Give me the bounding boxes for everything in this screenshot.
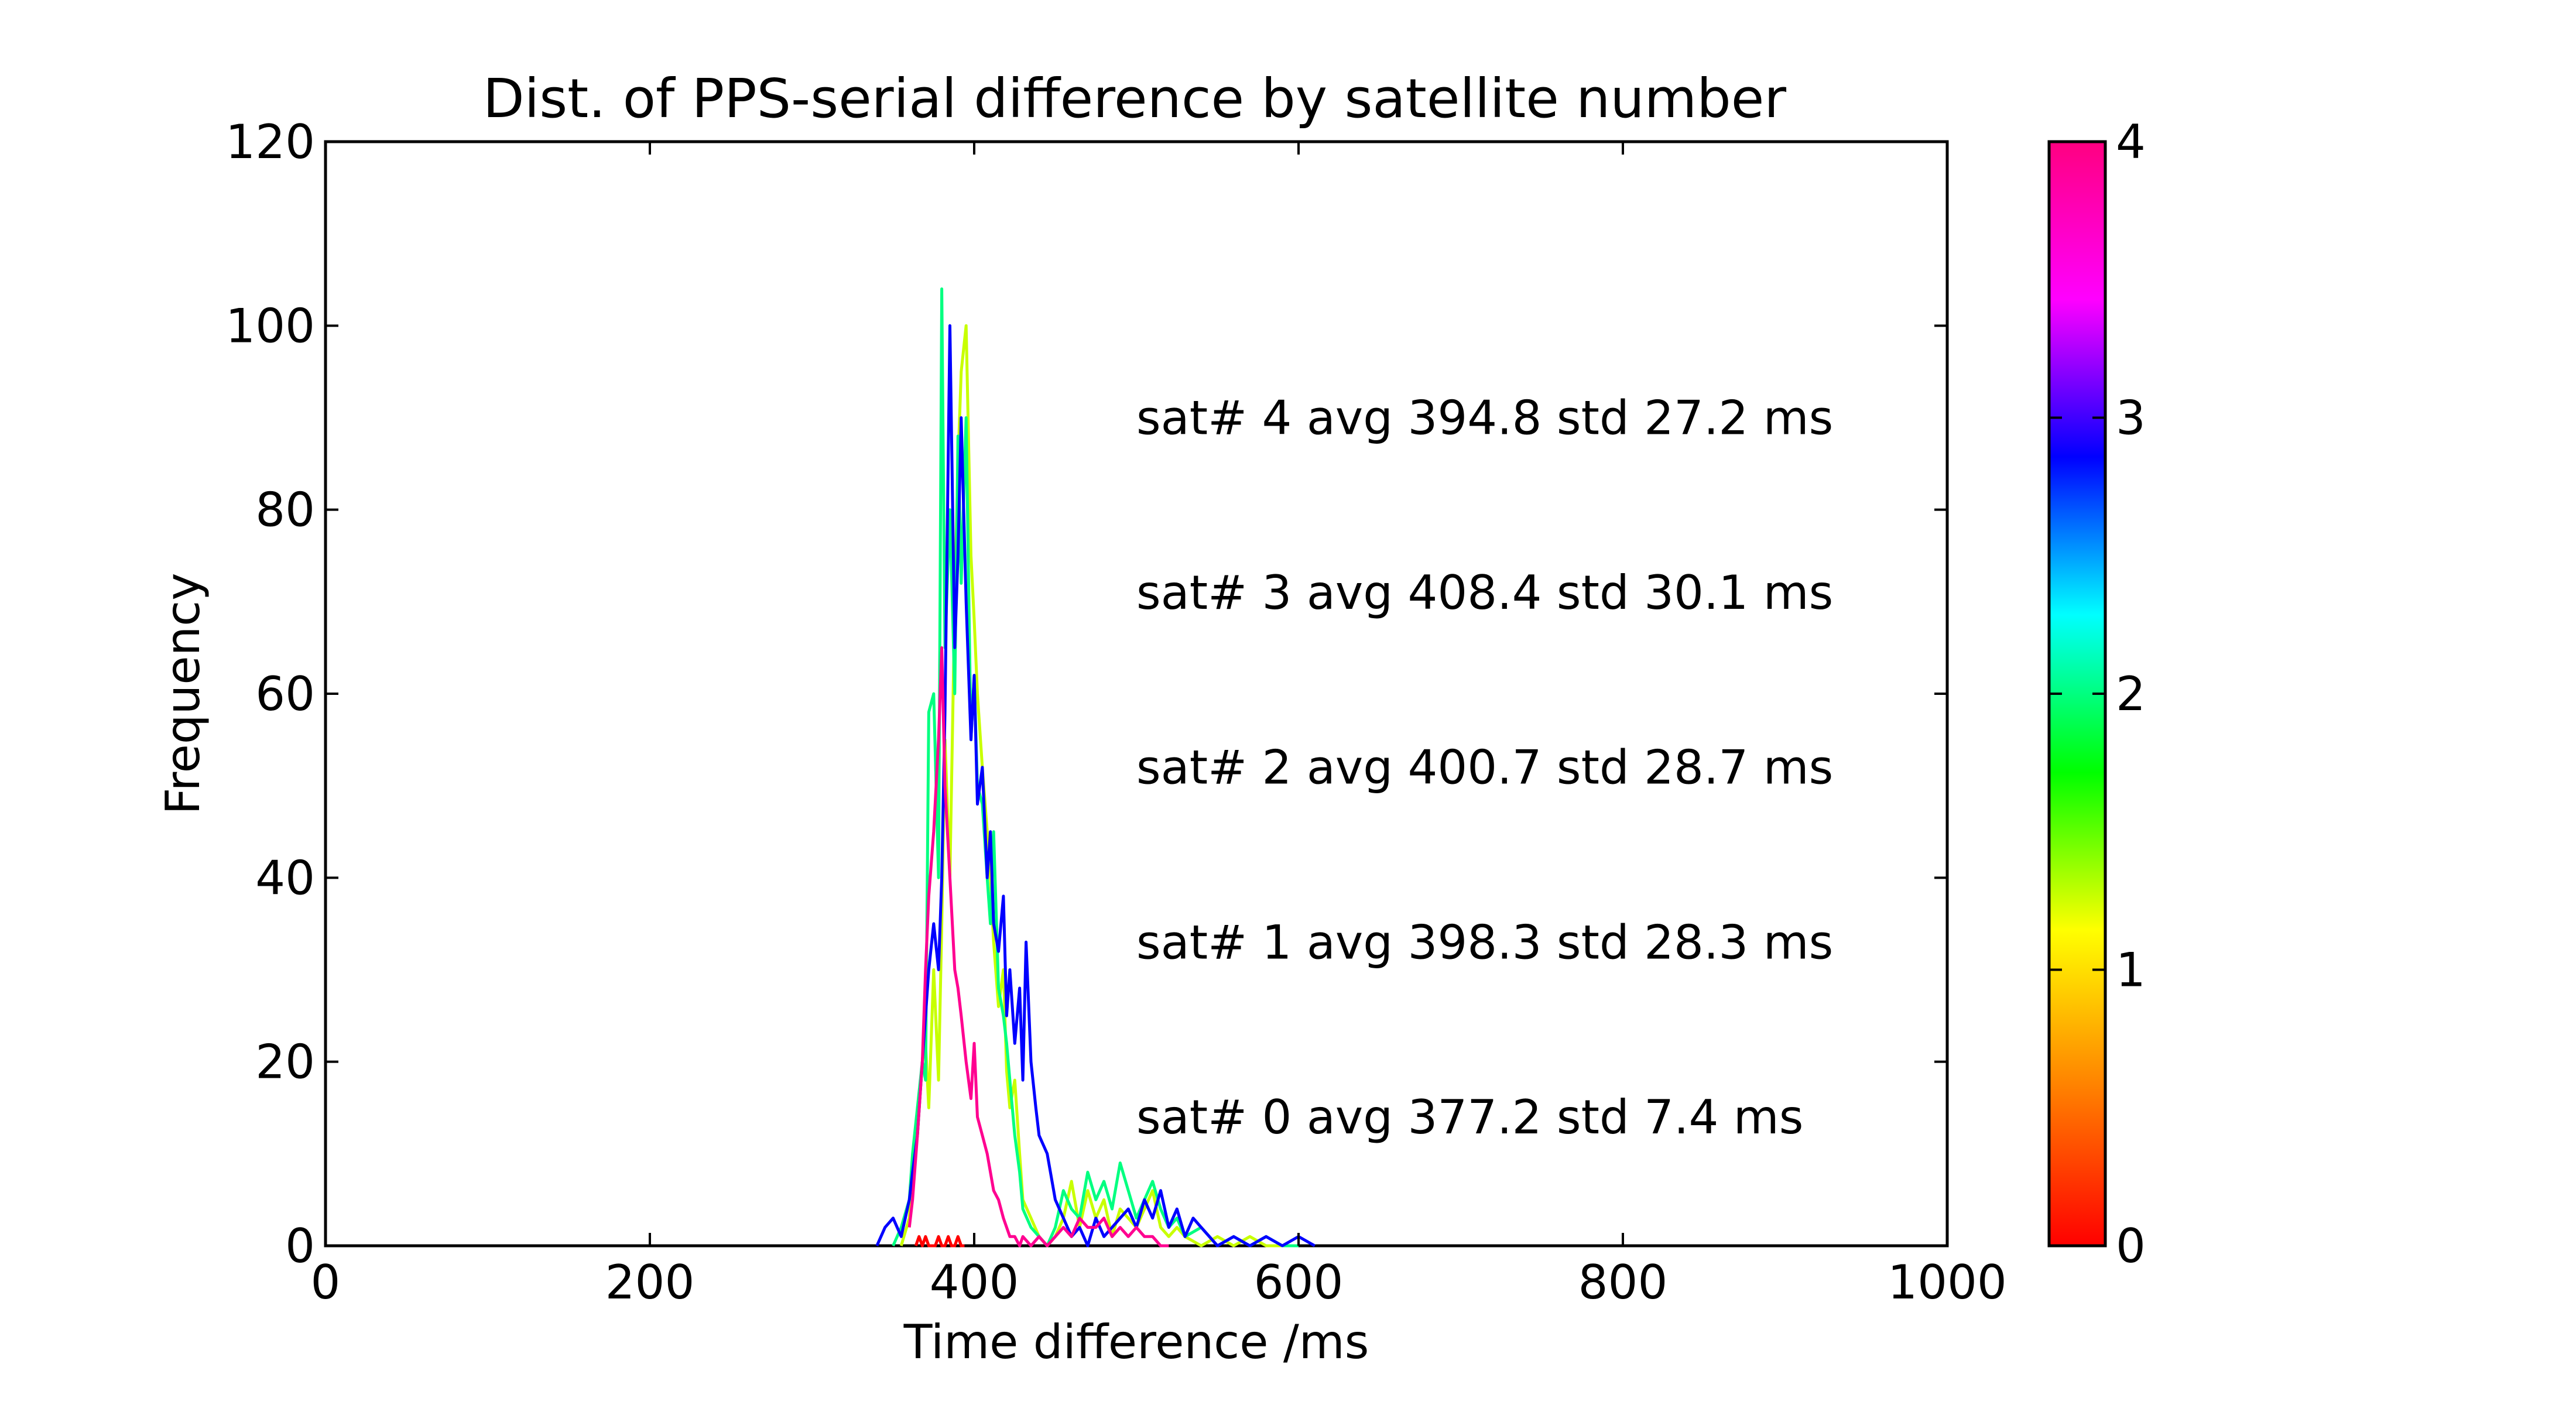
stats-annotation: sat# 2 avg 400.7 std 28.7 ms (1136, 741, 1833, 795)
chart-title: Dist. of PPS-serial difference by satell… (483, 67, 1786, 130)
x-tick-label: 400 (930, 1255, 1019, 1310)
y-tick-label: 60 (255, 667, 315, 721)
y-tick-label: 20 (255, 1035, 315, 1089)
colorbar-tick-label: 1 (2116, 943, 2146, 998)
plot-area: 0 200 400 600 800 1000 0 20 40 60 80 100 120 sat# 4… (225, 115, 2007, 1310)
y-tick-label: 80 (255, 483, 315, 537)
stats-annotation: sat# 3 avg 408.4 std 30.1 ms (1136, 566, 1833, 620)
y-tick-label: 120 (225, 115, 315, 169)
y-tick-label: 100 (225, 299, 315, 353)
plot-frame (324, 140, 1949, 1248)
colorbar: 0 1 2 3 4 (2047, 115, 2146, 1273)
series-line-sat-0 (914, 1235, 965, 1248)
x-tick-label: 200 (605, 1255, 695, 1310)
stats-annotation: sat# 0 avg 377.2 std 7.4 ms (1136, 1090, 1803, 1144)
x-axis-label: Time difference /ms (903, 1315, 1369, 1369)
annotation-layer: sat# 4 avg 394.8 std 27.2 ms sat# 3 avg 4… (1136, 391, 1833, 1144)
x-axis-ticks: 0 200 400 600 800 1000 (311, 142, 2007, 1310)
y-tick-label: 40 (255, 851, 315, 905)
series-layer (875, 287, 1316, 1248)
stats-annotation: sat# 4 avg 394.8 std 27.2 ms (1136, 391, 1833, 446)
y-axis-label: Frequency (156, 573, 210, 814)
stats-annotation: sat# 1 avg 398.3 std 28.3 ms (1136, 915, 1833, 969)
colorbar-ticks: 0 1 2 3 4 (2049, 115, 2146, 1273)
y-axis-ticks: 0 20 40 60 80 100 120 (225, 115, 1947, 1273)
colorbar-tick-label: 2 (2116, 667, 2146, 721)
series-line-sat-2 (892, 287, 1299, 1248)
x-tick-label: 800 (1578, 1255, 1668, 1310)
x-tick-label: 600 (1254, 1255, 1344, 1310)
colorbar-tick-label: 0 (2116, 1219, 2146, 1273)
x-tick-label: 1000 (1888, 1255, 2007, 1310)
series-line-sat-3 (875, 324, 1316, 1248)
y-tick-label: 0 (285, 1219, 315, 1273)
series-line-sat-4 (907, 646, 1169, 1248)
x-tick-label: 0 (311, 1255, 341, 1310)
colorbar-tick-label: 4 (2116, 115, 2146, 169)
colorbar-tick-label: 3 (2116, 391, 2146, 446)
